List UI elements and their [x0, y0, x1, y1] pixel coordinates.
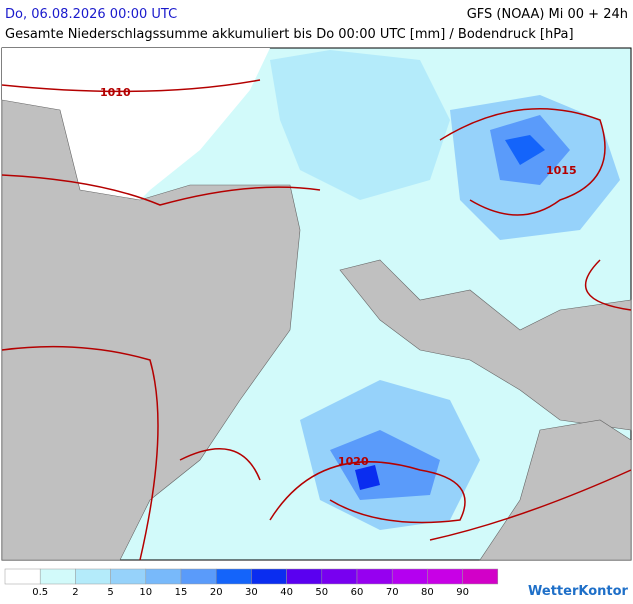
legend-label: 50 [315, 587, 328, 598]
brand: WetterKontor [528, 584, 629, 599]
legend-label: 90 [456, 587, 469, 598]
legend-swatch [110, 568, 147, 585]
legend-swatch [356, 568, 393, 585]
isobar-label: 1020 [338, 455, 369, 468]
isobar [1, 79, 321, 561]
isobar [179, 448, 632, 541]
legend-swatch [180, 568, 217, 585]
subtitle: Gesamte Niederschlagssumme akkumuliert b… [5, 27, 574, 42]
legend-label: 10 [139, 587, 152, 598]
legend-swatch [391, 568, 428, 585]
legend-swatch [251, 568, 287, 585]
legend-swatch [4, 568, 41, 585]
legend-swatch [462, 568, 499, 585]
datetime: Do, 06.08.2026 00:00 UTC [5, 7, 177, 22]
legend-swatch [427, 568, 463, 585]
land [479, 419, 632, 561]
legend-label: 15 [175, 587, 188, 598]
model-run: GFS (NOAA) Mi 00 + 24h [467, 7, 628, 22]
land [1, 99, 301, 561]
isobar [439, 108, 632, 311]
legend-swatch [75, 568, 111, 585]
map: 1010 1015 1020 [1, 47, 632, 561]
legend-label: 80 [421, 587, 434, 598]
isobar-label: 1010 [100, 86, 131, 99]
legend-label: 2 [72, 587, 78, 598]
precip-area [505, 135, 545, 165]
land [339, 259, 632, 431]
legend-swatch [39, 568, 76, 585]
precip-area [270, 50, 450, 200]
legend-label: 30 [245, 587, 258, 598]
legend-label: 5 [107, 587, 113, 598]
legend-swatch [286, 568, 323, 585]
legend-label: 40 [280, 587, 293, 598]
legend-swatch [215, 568, 252, 585]
legend-label: 70 [386, 587, 399, 598]
legend-label: 20 [210, 587, 223, 598]
isobar-label: 1015 [546, 164, 577, 177]
legend-swatch [145, 568, 182, 585]
legend-label: 60 [351, 587, 364, 598]
legend-swatch [321, 568, 358, 585]
precip-area [355, 465, 380, 490]
legend: 0.5 2 5 10 15 20 30 40 50 60 70 80 90 [4, 568, 499, 598]
legend-label: 0.5 [32, 587, 48, 598]
precip-area [330, 430, 440, 500]
